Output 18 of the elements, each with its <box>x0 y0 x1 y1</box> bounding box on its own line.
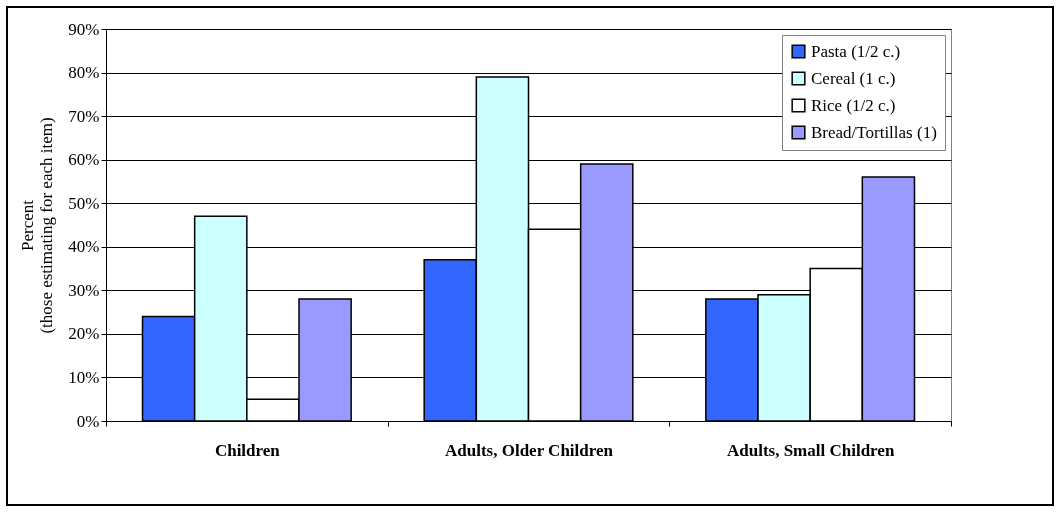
y-tick-label: 30% <box>68 280 100 300</box>
y-tick-label: 0% <box>76 411 100 431</box>
legend-label: Bread/Tortillas (1) <box>811 122 937 142</box>
x-tick-label: Children <box>214 440 281 460</box>
y-tick-label: 90% <box>68 19 100 39</box>
y-tick-label: 40% <box>68 237 100 257</box>
x-tick-label: Adults, Older Children <box>445 440 614 460</box>
y-axis-title: Percent (those estimating for each item) <box>18 117 57 334</box>
y-tick-label: 60% <box>68 150 100 170</box>
y-tick-label: 70% <box>68 106 100 126</box>
legend-label: Cereal (1 c.) <box>811 68 896 88</box>
y-tick-label: 10% <box>68 367 100 387</box>
legend-label: Pasta (1/2 c.) <box>811 41 901 61</box>
x-tick-label: Adults, Small Children <box>726 440 895 460</box>
y-tick-label: 80% <box>68 63 100 83</box>
y-tick-label: 50% <box>68 193 100 213</box>
y-tick-label: 20% <box>68 324 100 344</box>
legend-label: Rice (1/2 c.) <box>811 95 896 115</box>
